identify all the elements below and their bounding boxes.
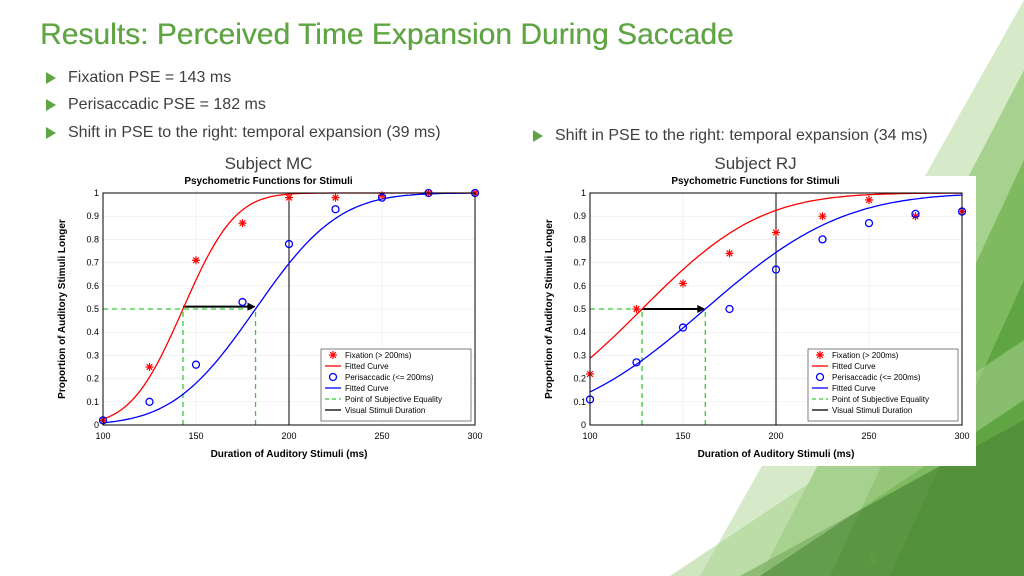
svg-text:250: 250 xyxy=(861,431,876,441)
svg-text:1: 1 xyxy=(93,188,98,198)
bullet-item: Shift in PSE to the right: temporal expa… xyxy=(531,125,984,147)
bullet-item: Perisaccadic PSE = 182 ms xyxy=(44,94,497,116)
svg-text:0.3: 0.3 xyxy=(573,350,586,360)
svg-text:1: 1 xyxy=(580,188,585,198)
svg-text:0.1: 0.1 xyxy=(573,397,586,407)
svg-text:300: 300 xyxy=(954,431,969,441)
bullet-item: Shift in PSE to the right: temporal expa… xyxy=(44,122,497,144)
right-bullets: Shift in PSE to the right: temporal expa… xyxy=(531,125,984,147)
slide-title: Results: Perceived Time Expansion During… xyxy=(40,18,984,53)
bullet-item: Fixation PSE = 143 ms xyxy=(44,67,497,89)
chart-rj: Psychometric Functions for Stimuli 0 0.1 0… xyxy=(536,176,976,466)
svg-text:0.6: 0.6 xyxy=(86,281,99,291)
svg-text:150: 150 xyxy=(675,431,690,441)
svg-text:Fitted Curve: Fitted Curve xyxy=(832,362,876,371)
svg-text:200: 200 xyxy=(281,431,296,441)
svg-text:0.7: 0.7 xyxy=(86,258,99,268)
subject-label-rj: Subject RJ xyxy=(527,154,984,174)
svg-text:Fitted Curve: Fitted Curve xyxy=(345,362,389,371)
svg-text:100: 100 xyxy=(95,431,110,441)
svg-text:Fitted Curve: Fitted Curve xyxy=(832,384,876,393)
svg-text:300: 300 xyxy=(467,431,482,441)
svg-text:Fitted Curve: Fitted Curve xyxy=(345,384,389,393)
svg-text:0.6: 0.6 xyxy=(573,281,586,291)
svg-text:0.9: 0.9 xyxy=(86,211,99,221)
svg-text:0.5: 0.5 xyxy=(86,304,99,314)
svg-text:0.8: 0.8 xyxy=(573,234,586,244)
svg-text:Visual Stimuli Duration: Visual Stimuli Duration xyxy=(832,406,912,415)
svg-text:200: 200 xyxy=(768,431,783,441)
svg-text:100: 100 xyxy=(582,431,597,441)
svg-text:Perisaccadic (<= 200ms): Perisaccadic (<= 200ms) xyxy=(345,373,434,382)
svg-text:Duration of Auditory Stimuli (: Duration of Auditory Stimuli (ms) xyxy=(697,449,854,460)
svg-text:0.4: 0.4 xyxy=(86,327,99,337)
subject-label-mc: Subject MC xyxy=(40,154,497,174)
svg-text:Proportion of Auditory Stimuli: Proportion of Auditory Stimuli Longer xyxy=(544,219,555,399)
svg-text:0: 0 xyxy=(580,420,585,430)
chart-title-mc: Psychometric Functions for Stimuli xyxy=(49,176,489,187)
left-bullets: Fixation PSE = 143 ms Perisaccadic PSE =… xyxy=(44,67,497,144)
svg-text:Duration of Auditory Stimuli (: Duration of Auditory Stimuli (ms) xyxy=(210,449,367,460)
svg-text:0.5: 0.5 xyxy=(573,304,586,314)
svg-text:0.2: 0.2 xyxy=(573,374,586,384)
chart-mc: Psychometric Functions for Stimuli 0 0.1 0… xyxy=(49,176,489,466)
svg-text:0.1: 0.1 xyxy=(86,397,99,407)
svg-text:Proportion of Auditory Stimuli: Proportion of Auditory Stimuli Longer xyxy=(57,219,68,399)
svg-text:Perisaccadic (<= 200ms): Perisaccadic (<= 200ms) xyxy=(832,373,921,382)
svg-text:0.9: 0.9 xyxy=(573,211,586,221)
svg-text:0.2: 0.2 xyxy=(86,374,99,384)
svg-text:0: 0 xyxy=(93,420,98,430)
svg-text:Point of Subjective Equality: Point of Subjective Equality xyxy=(832,395,929,404)
svg-text:Fixation (> 200ms): Fixation (> 200ms) xyxy=(345,351,412,360)
svg-text:0.8: 0.8 xyxy=(86,234,99,244)
svg-text:Fixation (> 200ms): Fixation (> 200ms) xyxy=(832,351,899,360)
svg-text:Visual Stimuli Duration: Visual Stimuli Duration xyxy=(345,406,425,415)
svg-text:Point of Subjective Equality: Point of Subjective Equality xyxy=(345,395,442,404)
page-number: 5 xyxy=(869,552,876,566)
chart-title-rj: Psychometric Functions for Stimuli xyxy=(536,176,976,187)
svg-text:250: 250 xyxy=(374,431,389,441)
svg-text:0.3: 0.3 xyxy=(86,350,99,360)
svg-text:150: 150 xyxy=(188,431,203,441)
svg-text:0.4: 0.4 xyxy=(573,327,586,337)
svg-text:0.7: 0.7 xyxy=(573,258,586,268)
